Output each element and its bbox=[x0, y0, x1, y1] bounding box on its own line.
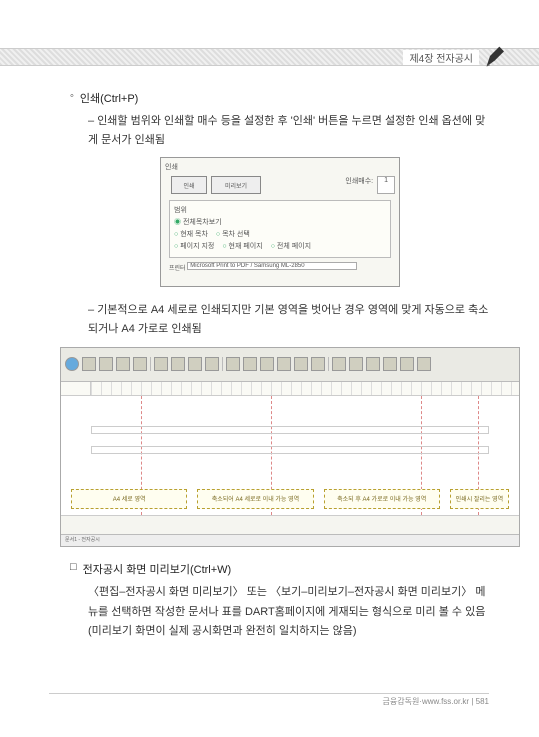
tb-icon[interactable] bbox=[294, 357, 308, 371]
radio-current-toc[interactable]: 현재 목차 bbox=[174, 229, 208, 239]
tb-icon[interactable] bbox=[417, 357, 431, 371]
radio-all-pages[interactable]: 전체 페이지 bbox=[271, 241, 311, 251]
square-bullet-icon: □ bbox=[70, 561, 77, 577]
section-title-print: ◦ 인쇄(Ctrl+P) bbox=[70, 90, 490, 106]
tb-icon[interactable] bbox=[205, 357, 219, 371]
copies-label: 인쇄매수: bbox=[345, 176, 373, 194]
ruler bbox=[61, 382, 519, 396]
page-number: 581 bbox=[476, 697, 489, 706]
tb-icon[interactable] bbox=[243, 357, 257, 371]
radio-select-toc[interactable]: 목차 선택 bbox=[216, 229, 250, 239]
para-preview-desc: 〈편집–전자공시 화면 미리보기〉 또는 〈보기–미리보기–전자공시 화면 미리… bbox=[88, 583, 490, 642]
printer-select[interactable]: Microsoft Print to PDF / Samsung ML-2850 bbox=[187, 262, 357, 270]
para-a4-desc: 기본적으로 A4 세로로 인쇄되지만 기본 영역을 벗어난 경우 영역에 맞게 … bbox=[88, 301, 490, 338]
tb-icon[interactable] bbox=[277, 357, 291, 371]
printer-label: 프린터 bbox=[169, 266, 186, 272]
preview-button[interactable]: 미리보기 bbox=[211, 176, 261, 194]
para-print-desc: 인쇄할 범위와 인쇄할 매수 등을 설정한 후 '인쇄' 버튼을 누르면 설정한… bbox=[88, 112, 490, 149]
tb-icon[interactable] bbox=[65, 357, 79, 371]
toolbar bbox=[61, 348, 519, 382]
tb-icon[interactable] bbox=[188, 357, 202, 371]
range-group: 범위 전체목차보기 현재 목차 목차 선택 페이지 지정 현재 페이지 전체 페… bbox=[169, 200, 391, 258]
tb-icon[interactable] bbox=[99, 357, 113, 371]
editor-screenshot: A4 세로 영역 축소되어 A4 세로로 이내 가능 영역 축소되 후 A4 가… bbox=[60, 347, 520, 547]
tb-icon[interactable] bbox=[311, 357, 325, 371]
tb-icon[interactable] bbox=[154, 357, 168, 371]
pen-icon bbox=[483, 42, 511, 70]
radio-page-range[interactable]: 페이지 지정 bbox=[174, 241, 214, 251]
tb-icon[interactable] bbox=[171, 357, 185, 371]
radio-current-page[interactable]: 현재 페이지 bbox=[222, 241, 262, 251]
print-dialog-screenshot: 인쇄 인쇄 미리보기 인쇄매수: 1 범위 전체목차보기 현재 목차 목차 선택… bbox=[160, 157, 400, 287]
page-footer: 금융감독원·www.fss.or.kr | 581 bbox=[49, 693, 489, 707]
title-text: 인쇄(Ctrl+P) bbox=[80, 90, 138, 106]
tb-icon[interactable] bbox=[116, 357, 130, 371]
title-text: 전자공시 화면 미리보기(Ctrl+W) bbox=[83, 561, 232, 577]
tb-icon[interactable] bbox=[366, 357, 380, 371]
tb-icon[interactable] bbox=[82, 357, 96, 371]
bullet-icon: ◦ bbox=[70, 90, 74, 106]
region-clipped: 인쇄시 잘리는 영역 bbox=[450, 489, 509, 509]
tb-icon[interactable] bbox=[226, 357, 240, 371]
canvas: A4 세로 영역 축소되어 A4 세로로 이내 가능 영역 축소되 후 A4 가… bbox=[61, 396, 519, 516]
tb-icon[interactable] bbox=[332, 357, 346, 371]
dialog-title: 인쇄 bbox=[165, 162, 395, 172]
region-shrink-portrait: 축소되어 A4 세로로 이내 가능 영역 bbox=[197, 489, 313, 509]
region-shrink-landscape: 축소되 후 A4 가로로 이내 가능 영역 bbox=[324, 489, 440, 509]
chapter-label: 제4장 전자공시 bbox=[403, 50, 479, 65]
print-button[interactable]: 인쇄 bbox=[171, 176, 207, 194]
tb-icon[interactable] bbox=[383, 357, 397, 371]
footer-source: 금융감독원·www.fss.or.kr bbox=[383, 697, 470, 706]
region-a4-portrait: A4 세로 영역 bbox=[71, 489, 187, 509]
tb-icon[interactable] bbox=[133, 357, 147, 371]
tb-icon[interactable] bbox=[260, 357, 274, 371]
section-title-preview: □ 전자공시 화면 미리보기(Ctrl+W) bbox=[70, 561, 490, 577]
status-bar: 문서1 - 전자공시 bbox=[61, 534, 519, 546]
radio-all-toc[interactable]: 전체목차보기 bbox=[174, 217, 222, 227]
group-label: 범위 bbox=[174, 205, 386, 215]
tb-icon[interactable] bbox=[349, 357, 363, 371]
copies-input[interactable]: 1 bbox=[377, 176, 395, 194]
tb-icon[interactable] bbox=[400, 357, 414, 371]
